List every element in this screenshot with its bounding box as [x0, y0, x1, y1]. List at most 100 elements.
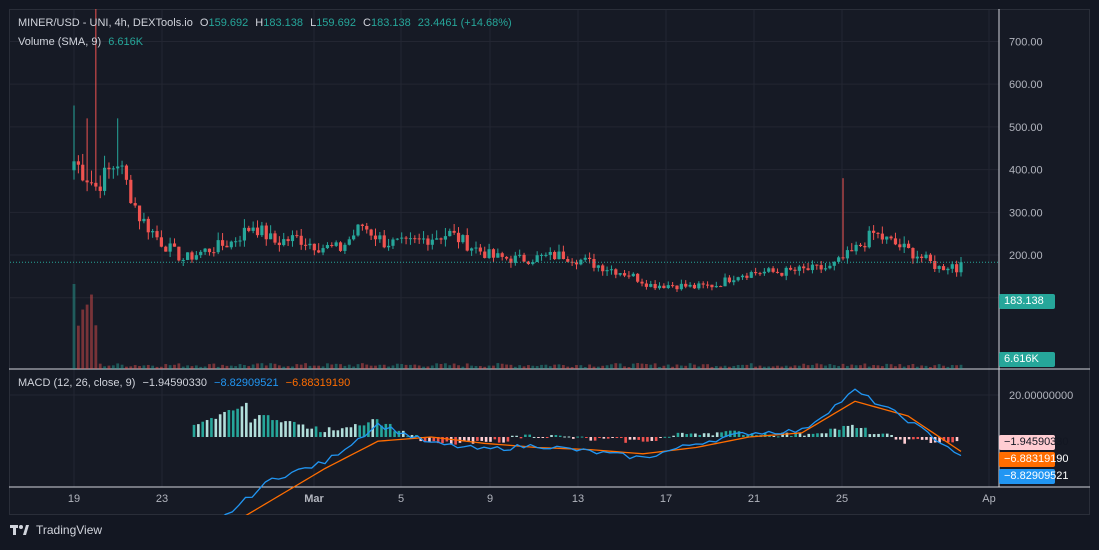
- candle-body: [413, 238, 417, 240]
- candle-body: [85, 180, 89, 183]
- volume-bar: [771, 366, 775, 369]
- candle-body: [491, 249, 496, 258]
- macd-histogram-bar: [837, 429, 841, 437]
- volume-bar: [291, 366, 294, 369]
- macd-histogram-bar: [266, 415, 270, 437]
- volume-bar: [588, 364, 591, 369]
- candle-body: [649, 283, 653, 287]
- macd-histogram-bar: [715, 432, 719, 437]
- volume-bar: [767, 366, 771, 369]
- macd-histogram-bar: [406, 436, 409, 438]
- candle-body: [876, 232, 880, 234]
- macd-histogram-bar: [899, 437, 902, 440]
- candle-body: [212, 252, 216, 254]
- volume-bar: [107, 365, 111, 369]
- macd-histogram-bar: [742, 435, 745, 437]
- candle-body: [920, 256, 924, 259]
- candle-body: [636, 273, 640, 282]
- macd-histogram-bar: [602, 437, 606, 439]
- volume-bar: [483, 366, 487, 369]
- close-label: C: [363, 17, 371, 29]
- macd-histogram-bar: [410, 435, 414, 437]
- volume-bar: [426, 366, 430, 369]
- volume-bar: [382, 364, 386, 369]
- price-tick-label: 600.00: [1009, 79, 1043, 91]
- macd-histogram-bar: [510, 435, 514, 437]
- candle-body: [609, 269, 614, 271]
- volume-bar: [841, 363, 845, 369]
- volume-bar: [955, 365, 959, 369]
- volume-bar: [457, 365, 460, 369]
- volume-bar: [675, 364, 679, 369]
- volume-bar: [732, 365, 736, 369]
- macd-histogram-bar: [563, 436, 566, 438]
- macd-histogram-bar: [336, 430, 340, 437]
- volume-bar: [522, 366, 526, 369]
- volume-bar: [679, 365, 683, 369]
- macd-histogram-bar: [628, 437, 632, 440]
- macd-histogram-bar: [428, 437, 431, 443]
- candle-body: [872, 230, 876, 233]
- macd-histogram-bar: [846, 425, 850, 437]
- candle-body: [671, 285, 675, 287]
- volume-bar: [950, 365, 954, 369]
- macd-histogram-bar: [676, 432, 680, 437]
- candle-body: [334, 242, 338, 246]
- volume-bar: [513, 366, 517, 369]
- candle-body: [225, 245, 229, 248]
- volume-bar: [880, 366, 884, 369]
- macd-histogram-bar: [537, 437, 540, 438]
- footer: TradingView: [10, 523, 102, 537]
- volume-bar: [859, 365, 862, 369]
- price-tick-label: 400.00: [1009, 165, 1043, 177]
- volume-bar: [889, 364, 893, 369]
- volume-bar: [133, 365, 137, 369]
- candle-body: [893, 238, 898, 245]
- chart-frame: [9, 9, 1090, 515]
- volume-bar: [872, 365, 876, 369]
- volume-bar: [793, 365, 797, 369]
- chart-canvas[interactable]: 800.00700.00600.00500.00400.00300.00200.…: [9, 9, 1090, 515]
- volume-bar: [902, 366, 906, 369]
- macd-histogram-bar: [868, 434, 872, 437]
- macd-histogram-bar: [672, 435, 675, 437]
- volume-bar: [448, 365, 452, 369]
- volume-bar: [605, 365, 609, 369]
- candle-body: [102, 167, 107, 191]
- candle-body: [107, 167, 111, 170]
- hist-tag: −1.94590330: [999, 435, 1069, 450]
- candle-body: [863, 246, 867, 248]
- volume-bar: [509, 364, 513, 369]
- macd-histogram-bar: [637, 437, 641, 440]
- macd-histogram-bar: [829, 428, 832, 437]
- candle-body: [950, 264, 954, 269]
- macd-histogram-bar: [925, 437, 928, 440]
- volume-bar: [304, 363, 307, 369]
- candle-body: [142, 218, 146, 222]
- candle-body: [522, 254, 526, 262]
- macd-histogram-bar: [340, 428, 344, 437]
- candle-body: [592, 259, 596, 268]
- macd-histogram-bar: [524, 434, 527, 437]
- macd-histogram-bar: [794, 432, 797, 437]
- macd-hist-value: −1.94590330: [142, 377, 207, 389]
- volume-bar: [527, 365, 530, 369]
- macd-histogram-bar: [824, 433, 828, 437]
- candle-body: [828, 265, 832, 269]
- candle-body: [269, 233, 273, 240]
- volume-bar: [413, 364, 417, 369]
- candle-body: [452, 230, 456, 233]
- macd-histogram-bar: [214, 418, 218, 437]
- macd-histogram-bar: [358, 425, 361, 437]
- macd-histogram-bar: [441, 437, 444, 444]
- volume-bar: [146, 364, 150, 369]
- price-tick-label: 300.00: [1009, 207, 1043, 219]
- change-value: 23.4461 (+14.68%): [417, 17, 512, 29]
- macd-histogram-bar: [580, 436, 584, 438]
- volume-bar: [120, 364, 124, 369]
- candle-body: [509, 258, 513, 263]
- candle-body: [111, 168, 115, 170]
- macd-histogram-bar: [432, 437, 436, 442]
- volume-bar: [334, 363, 338, 369]
- macd-histogram-bar: [833, 428, 837, 437]
